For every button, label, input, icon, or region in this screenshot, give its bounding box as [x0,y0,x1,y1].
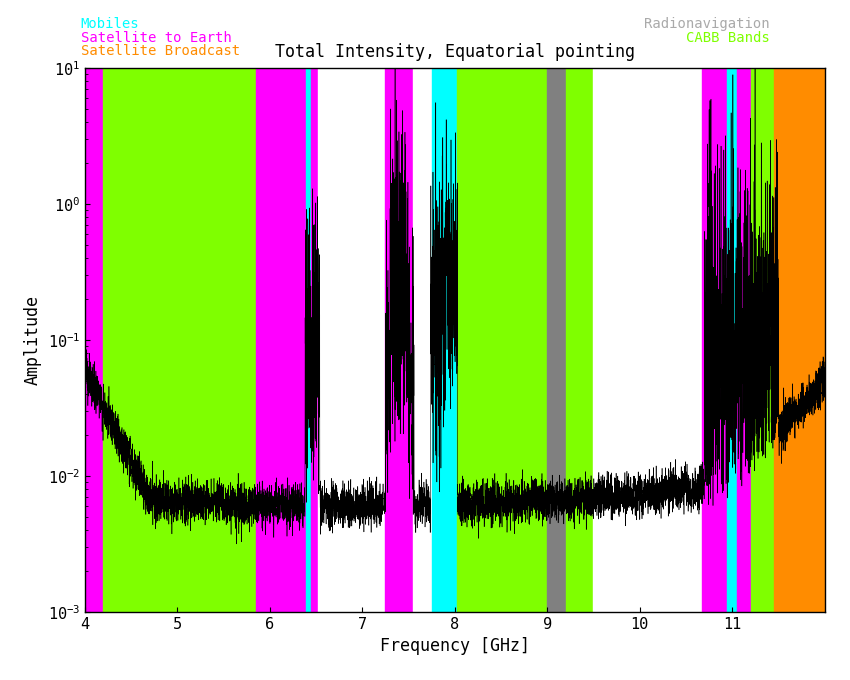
Bar [547,68,565,612]
Bar [593,68,702,612]
Bar [702,68,728,612]
Text: Mobiles: Mobiles [81,17,139,31]
Text: Radionavigation: Radionavigation [643,17,769,31]
Text: Satellite to Earth: Satellite to Earth [81,31,231,45]
Bar [306,68,310,612]
Text: Satellite Broadcast: Satellite Broadcast [81,44,240,58]
Title: Total Intensity, Equatorial pointing: Total Intensity, Equatorial pointing [275,43,635,61]
X-axis label: Frequency [GHz]: Frequency [GHz] [380,637,530,656]
Bar [737,68,751,612]
Bar [85,68,103,612]
Bar [774,68,824,612]
Y-axis label: Amplitude: Amplitude [24,295,42,385]
Bar [256,68,306,612]
Bar [413,68,432,612]
Bar [565,68,593,612]
Bar [103,68,256,612]
Bar [385,68,413,612]
Bar [728,68,737,612]
Bar [310,68,318,612]
Bar [318,68,385,612]
Text: CABB Bands: CABB Bands [685,31,769,45]
Bar [432,68,445,612]
Bar [457,68,547,612]
Bar [445,68,457,612]
Bar [751,68,774,612]
